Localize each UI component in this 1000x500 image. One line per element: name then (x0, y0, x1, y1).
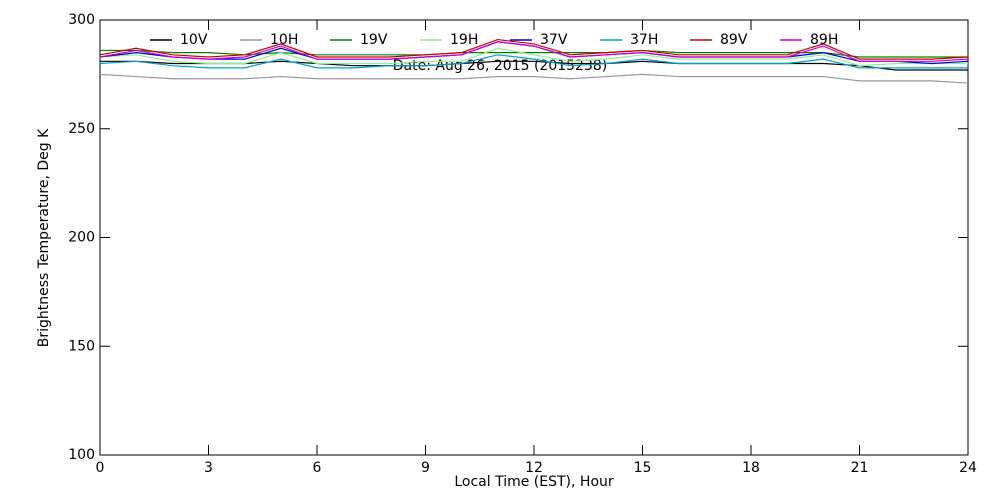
legend-label: 37H (630, 32, 658, 48)
series-line (99, 47, 968, 67)
x-tick-label: 0 (96, 460, 105, 476)
y-tick-label: 250 (68, 121, 95, 137)
x-tick-label: 3 (204, 460, 213, 476)
legend-label: 89H (810, 32, 838, 48)
y-axis-label: Brightness Temperature, Deg K (36, 128, 52, 347)
legend-label: 37V (540, 32, 568, 48)
legend-label: 89V (720, 32, 748, 48)
y-tick-label: 100 (68, 447, 95, 463)
series-line (99, 41, 969, 62)
legend-label: 10H (270, 32, 298, 48)
x-tick-label: 6 (313, 460, 322, 476)
x-tick-label: 21 (851, 460, 869, 476)
x-tick-label: 9 (421, 460, 430, 476)
series-line (99, 38, 969, 60)
x-axis-label: Local Time (EST), Hour (454, 474, 614, 490)
series-line (99, 73, 969, 84)
y-tick-label: 300 (68, 12, 95, 28)
x-tick-label: 12 (525, 460, 543, 476)
series-line (99, 54, 968, 69)
legend-label: 19V (360, 32, 388, 48)
x-tick-label: 15 (634, 460, 652, 476)
legend-label: 19H (450, 32, 478, 48)
legend-label: 10V (180, 32, 208, 48)
plot-frame (99, 19, 969, 456)
y-tick-label: 200 (68, 230, 95, 246)
x-tick-label: 24 (959, 460, 977, 476)
x-tick-label: 18 (742, 460, 760, 476)
y-tick-label: 150 (68, 338, 95, 354)
